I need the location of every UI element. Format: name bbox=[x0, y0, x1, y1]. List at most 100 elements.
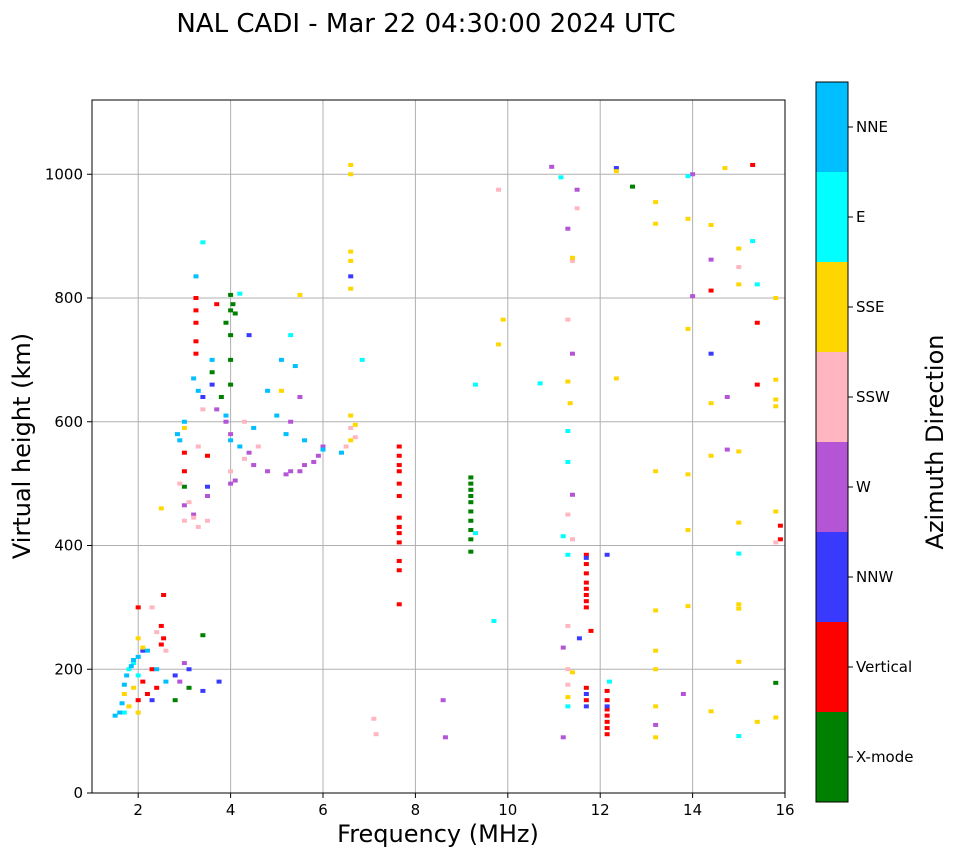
data-point-e bbox=[472, 382, 478, 387]
data-point-sse bbox=[708, 453, 714, 458]
data-point-w bbox=[265, 469, 271, 474]
data-point-vertical bbox=[158, 642, 164, 647]
colorbar-swatch bbox=[816, 172, 848, 262]
data-point-vertical bbox=[193, 320, 199, 325]
data-point-nnw bbox=[604, 704, 610, 709]
data-point-vertical bbox=[161, 593, 167, 597]
data-point-nne bbox=[121, 682, 127, 687]
data-point-xmode bbox=[181, 484, 187, 489]
data-point-e bbox=[560, 534, 566, 539]
y-axis-label: Virtual height (km) bbox=[8, 333, 36, 559]
data-point-vertical bbox=[604, 698, 610, 703]
data-point-xmode bbox=[209, 370, 215, 375]
data-point-sse bbox=[348, 162, 354, 167]
data-point-vertical bbox=[583, 605, 589, 610]
x-tick-label: 6 bbox=[318, 801, 328, 819]
data-point-xmode bbox=[773, 680, 779, 685]
data-point-nnw bbox=[583, 555, 589, 560]
data-point-sse bbox=[685, 216, 691, 221]
data-points bbox=[112, 162, 783, 740]
data-point-nnw bbox=[216, 679, 222, 684]
data-point-vertical bbox=[588, 628, 594, 633]
x-tick-label: 2 bbox=[133, 801, 143, 819]
colorbar: X-mode Vertical NNW W SSW SSE E NNE bbox=[815, 81, 913, 803]
colorbar-swatch bbox=[816, 712, 848, 802]
data-point-sse bbox=[653, 735, 659, 740]
data-point-ssw bbox=[496, 187, 502, 192]
data-point-sse bbox=[773, 509, 779, 514]
data-point-ssw bbox=[348, 425, 354, 430]
data-point-nne bbox=[119, 701, 125, 706]
data-point-nne bbox=[193, 274, 199, 279]
data-point-w bbox=[442, 735, 448, 740]
data-point-nne bbox=[302, 438, 308, 443]
data-point-e bbox=[472, 531, 478, 536]
data-point-xmode bbox=[230, 302, 236, 307]
data-point-vertical bbox=[396, 515, 402, 520]
data-point-vertical bbox=[161, 636, 167, 641]
data-point-w bbox=[724, 447, 730, 452]
data-point-w bbox=[311, 459, 317, 464]
data-point-w bbox=[569, 351, 575, 356]
data-point-xmode bbox=[468, 487, 474, 492]
data-point-e bbox=[288, 333, 294, 338]
data-point-vertical bbox=[396, 540, 402, 545]
colorbar-label-item: NNE bbox=[856, 118, 888, 136]
data-point-e bbox=[537, 381, 543, 386]
data-point-w bbox=[232, 478, 238, 483]
data-point-e bbox=[685, 174, 691, 179]
data-point-ssw bbox=[371, 716, 377, 721]
colorbar-label-item: Vertical bbox=[856, 658, 912, 676]
data-point-w bbox=[565, 226, 571, 231]
data-point-w bbox=[724, 395, 730, 399]
data-point-ssw bbox=[228, 469, 234, 474]
data-point-sse bbox=[722, 166, 728, 171]
data-point-e bbox=[237, 291, 243, 296]
data-point-w bbox=[181, 503, 187, 508]
data-point-ssw bbox=[565, 682, 571, 687]
data-point-sse bbox=[653, 469, 659, 474]
data-point-nnw bbox=[246, 333, 252, 338]
colorbar-label-item: SSE bbox=[856, 298, 885, 316]
data-point-vertical bbox=[583, 562, 589, 567]
data-point-sse bbox=[140, 645, 146, 650]
data-point-xmode bbox=[228, 308, 234, 313]
data-point-vertical bbox=[583, 698, 589, 703]
data-point-sse bbox=[278, 388, 284, 393]
data-point-nnw bbox=[604, 552, 610, 557]
data-point-vertical bbox=[149, 667, 155, 672]
plot-area: 2 4 6 8 10 12 14 16 0 200 400 600 800 1000 bbox=[45, 99, 795, 819]
colorbar-swatch bbox=[816, 532, 848, 622]
data-point-vertical bbox=[583, 586, 589, 591]
data-point-nnw bbox=[209, 382, 215, 387]
data-point-nnw bbox=[205, 484, 210, 489]
data-point-e bbox=[126, 667, 132, 672]
data-point-w bbox=[228, 481, 234, 486]
data-point-nne bbox=[251, 425, 257, 430]
data-point-sse bbox=[613, 169, 619, 174]
data-point-nnw bbox=[613, 166, 619, 171]
data-point-sse bbox=[773, 296, 779, 300]
data-point-vertical bbox=[583, 580, 589, 585]
data-point-sse bbox=[736, 520, 742, 525]
data-point-nne bbox=[228, 438, 234, 443]
data-point-vertical bbox=[754, 320, 760, 325]
data-point-w bbox=[251, 463, 257, 468]
data-point-xmode bbox=[172, 698, 178, 703]
data-point-w bbox=[223, 419, 229, 424]
data-point-ssw bbox=[154, 630, 160, 635]
data-point-ssw bbox=[149, 605, 155, 610]
data-point-sse bbox=[569, 670, 575, 675]
data-point-vertical bbox=[777, 537, 783, 542]
colorbar-swatch bbox=[816, 262, 848, 352]
data-point-sse bbox=[348, 286, 354, 291]
data-point-vertical bbox=[154, 685, 160, 690]
data-point-vertical bbox=[158, 623, 164, 628]
data-point-e bbox=[491, 618, 497, 623]
data-point-vertical bbox=[396, 568, 402, 573]
data-point-w bbox=[569, 492, 575, 497]
data-point-vertical bbox=[214, 302, 220, 307]
data-point-nne bbox=[135, 654, 141, 659]
data-point-nne bbox=[283, 432, 289, 437]
data-point-vertical bbox=[140, 679, 146, 684]
